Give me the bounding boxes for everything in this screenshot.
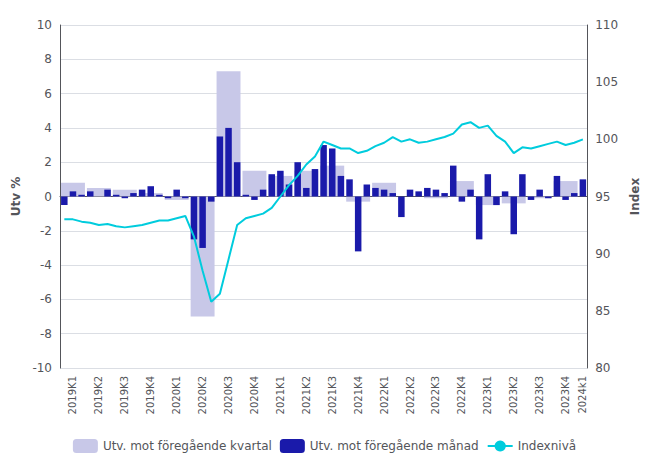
svg-text:6: 6 (44, 87, 52, 101)
svg-text:4: 4 (44, 121, 52, 135)
svg-text:2020K4: 2020K4 (249, 376, 260, 414)
svg-text:85: 85 (595, 304, 610, 318)
svg-text:2021K1: 2021K1 (275, 376, 286, 414)
svg-text:Index: Index (628, 178, 642, 216)
svg-text:2022K2: 2022K2 (405, 376, 416, 414)
svg-text:-8: -8 (40, 327, 52, 341)
svg-text:2019K3: 2019K3 (119, 376, 130, 414)
svg-text:0: 0 (44, 190, 52, 204)
svg-text:2021K4: 2021K4 (353, 376, 364, 414)
svg-text:2019K4: 2019K4 (145, 376, 156, 414)
svg-text:-6: -6 (40, 292, 52, 306)
svg-text:2024k1: 2024k1 (577, 376, 588, 414)
svg-text:105: 105 (595, 75, 618, 89)
svg-text:2023K1: 2023K1 (482, 376, 493, 414)
svg-text:2: 2 (44, 155, 52, 169)
svg-text:2021K3: 2021K3 (327, 376, 338, 414)
svg-text:2020K2: 2020K2 (197, 376, 208, 414)
svg-text:2022K1: 2022K1 (379, 376, 390, 414)
svg-text:-2: -2 (40, 224, 52, 238)
svg-text:2022K3: 2022K3 (430, 376, 441, 414)
svg-text:95: 95 (595, 190, 610, 204)
svg-text:Indexnivå: Indexnivå (518, 439, 576, 453)
svg-text:10: 10 (37, 18, 52, 32)
svg-text:80: 80 (595, 361, 610, 375)
svg-text:2022K4: 2022K4 (456, 376, 467, 414)
svg-text:110: 110 (595, 18, 618, 32)
svg-text:-4: -4 (40, 258, 52, 272)
svg-text:8: 8 (44, 52, 52, 66)
svg-text:90: 90 (595, 247, 610, 261)
svg-text:2021K2: 2021K2 (301, 376, 312, 414)
svg-text:2023K3: 2023K3 (534, 376, 545, 414)
svg-text:Utv %: Utv % (9, 177, 23, 217)
svg-text:2020K1: 2020K1 (171, 376, 182, 414)
svg-text:2023K2: 2023K2 (508, 376, 519, 414)
svg-text:-10: -10 (32, 361, 52, 375)
svg-text:2020K3: 2020K3 (223, 376, 234, 414)
svg-text:2019K1: 2019K1 (67, 376, 78, 414)
svg-text:2019K2: 2019K2 (93, 376, 104, 414)
svg-text:2023K4: 2023K4 (560, 376, 571, 414)
svg-text:Utv. mot föregående månad: Utv. mot föregående månad (310, 439, 479, 453)
svg-text:100: 100 (595, 132, 618, 146)
svg-text:Utv. mot föregående kvartal: Utv. mot föregående kvartal (103, 439, 272, 453)
